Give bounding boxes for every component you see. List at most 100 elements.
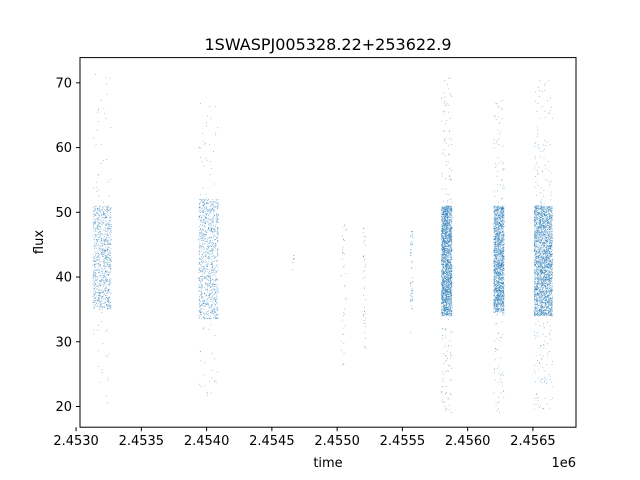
data-point	[109, 254, 110, 256]
data-point	[98, 324, 99, 326]
data-point	[213, 211, 214, 212]
data-point	[109, 279, 111, 281]
data-point	[103, 274, 105, 276]
data-point	[109, 227, 111, 229]
data-point	[206, 298, 208, 300]
data-point	[92, 278, 94, 279]
data-point	[343, 343, 345, 344]
data-point	[502, 294, 504, 296]
data-point	[443, 386, 445, 388]
data-point	[442, 328, 444, 330]
data-point	[441, 208, 443, 210]
data-point	[202, 202, 203, 204]
data-point	[441, 214, 443, 216]
data-point	[108, 278, 110, 280]
data-point	[103, 209, 105, 210]
data-point	[211, 301, 213, 303]
data-point	[445, 278, 447, 280]
data-point	[444, 218, 446, 220]
data-point	[201, 266, 202, 268]
data-point	[107, 261, 109, 263]
data-point	[445, 255, 447, 257]
data-point	[447, 235, 449, 236]
data-point	[202, 300, 204, 302]
data-point	[99, 288, 101, 290]
data-point	[449, 224, 450, 225]
data-point	[411, 236, 413, 238]
data-point	[215, 293, 217, 295]
data-point	[449, 248, 451, 250]
data-point	[108, 265, 110, 267]
data-point	[343, 327, 345, 329]
data-point	[444, 223, 446, 225]
data-point	[202, 257, 204, 259]
data-point	[93, 209, 95, 211]
data-point	[499, 303, 501, 305]
data-point	[442, 374, 444, 376]
data-point	[99, 264, 101, 266]
data-point	[209, 208, 211, 210]
data-point	[204, 215, 206, 217]
data-point	[412, 289, 413, 291]
data-point	[496, 265, 498, 267]
data-point	[500, 310, 502, 312]
data-point	[203, 203, 205, 205]
data-point	[108, 226, 110, 228]
data-point	[450, 228, 452, 230]
data-point	[93, 275, 95, 276]
data-point	[445, 241, 446, 242]
data-point	[209, 231, 211, 233]
data-point	[110, 265, 112, 267]
data-point	[204, 234, 206, 235]
data-point	[212, 249, 214, 251]
data-point	[448, 269, 449, 270]
data-point	[444, 264, 446, 266]
data-point	[441, 286, 443, 288]
data-point	[215, 275, 217, 277]
data-point	[443, 206, 445, 208]
data-point	[108, 252, 110, 254]
data-point	[450, 298, 451, 299]
data-point	[212, 213, 214, 215]
data-point	[444, 252, 446, 254]
data-point	[93, 217, 95, 219]
data-point	[441, 335, 443, 336]
data-point	[215, 291, 217, 293]
data-point	[451, 297, 453, 298]
data-point	[206, 391, 208, 393]
data-point	[92, 288, 94, 290]
data-point	[445, 290, 446, 292]
data-point	[445, 274, 447, 276]
data-point	[450, 234, 451, 236]
data-point	[450, 283, 452, 285]
data-point	[451, 241, 453, 242]
data-point	[109, 308, 111, 310]
data-point	[445, 251, 447, 253]
data-point	[94, 206, 96, 207]
data-point	[446, 282, 447, 284]
data-point	[213, 209, 214, 211]
data-point	[442, 265, 443, 267]
data-point	[99, 308, 101, 310]
data-point	[444, 290, 446, 292]
data-point	[200, 309, 202, 311]
data-point	[215, 245, 216, 247]
data-point	[443, 314, 444, 316]
data-point	[364, 286, 365, 288]
data-point	[441, 230, 443, 232]
data-point	[212, 291, 213, 293]
data-point	[101, 213, 103, 215]
data-point	[201, 259, 203, 261]
data-point	[201, 231, 202, 233]
data-point	[203, 209, 205, 211]
data-point	[494, 255, 496, 257]
data-point	[445, 241, 447, 243]
data-point	[449, 233, 451, 235]
data-point	[363, 288, 365, 289]
data-point	[451, 239, 452, 240]
data-point	[443, 225, 444, 226]
data-point	[94, 285, 95, 287]
data-point	[449, 260, 451, 262]
data-point	[108, 290, 110, 292]
data-point	[447, 312, 449, 314]
